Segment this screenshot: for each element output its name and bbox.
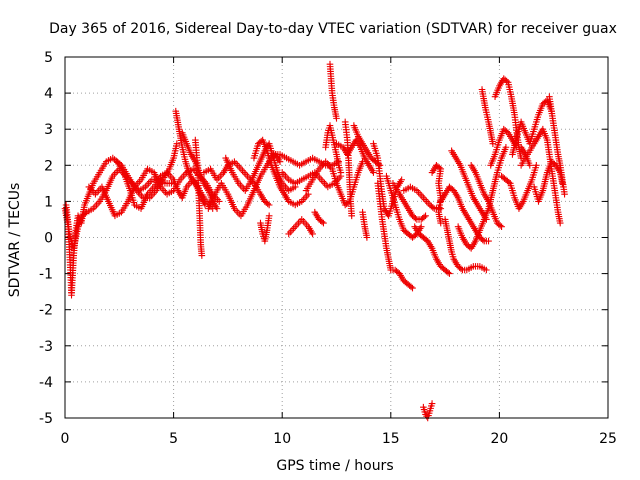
data-point [265,212,273,220]
data-point [370,169,377,176]
data-point [526,162,534,169]
grid [65,57,608,418]
data-point [409,284,416,292]
data-point [428,400,436,407]
data-point [457,265,465,273]
x-tick-label: 5 [169,431,178,447]
data-point [489,140,497,147]
x-axis-label: GPS time / hours [276,458,393,474]
data-point [337,169,345,176]
y-tick-labels: -5 -4 -3 -2 -1 0 1 2 3 4 5 [39,50,53,427]
data-point [320,219,327,227]
y-tick-label: 3 [44,122,53,138]
data-point [407,283,415,291]
y-axis-label: SDTVAR / TECUs [7,183,23,298]
data-point [264,200,272,208]
data-point [483,266,490,274]
plot-frame [64,56,609,419]
y-tick-label: -1 [39,267,53,283]
ticks [64,56,609,419]
data-point [556,219,564,227]
data-point [485,237,492,245]
y-tick-label: 0 [44,231,53,247]
y-tick-label: 4 [44,86,53,102]
data-point [429,204,437,211]
data-point [304,190,312,198]
data-point [446,270,453,277]
data-point [444,269,452,276]
data-point [505,178,513,186]
x-tick-label: 25 [599,431,617,447]
data-point [276,158,284,165]
data-point [561,190,568,198]
y-tick-label: -5 [39,411,53,427]
y-tick-label: 2 [44,158,53,174]
data-point [348,212,356,220]
data-point [333,115,340,122]
x-tick-label: 10 [273,431,291,447]
data-point [502,143,510,151]
data-point [436,164,443,172]
data-point [479,236,487,244]
data-point [363,234,371,241]
x-tick-label: 20 [490,431,508,447]
y-tick-label: 1 [44,194,53,210]
data-point [213,205,221,212]
data-point [498,223,505,230]
data-point [496,222,504,229]
chart-title: Day 365 of 2016, Sidereal Day-to-day VTE… [49,21,617,37]
data-point [533,162,540,169]
data-point [318,218,326,226]
data-point [215,198,223,205]
data-point [437,219,445,227]
x-tick-labels: 0 5 10 15 20 25 [61,431,617,447]
y-tick-label: -2 [39,303,53,319]
y-tick-label: -3 [39,339,53,355]
x-tick-label: 0 [61,431,70,447]
x-tick-label: 15 [382,431,400,447]
data-point [309,230,316,238]
data-point [417,223,425,230]
data-point [198,252,206,259]
data-point [422,212,429,220]
data-point [81,210,89,217]
data-point [412,214,419,222]
data-point [503,77,510,85]
data-point [420,213,428,221]
y-tick-label: 5 [44,50,53,66]
data-point [398,176,405,184]
data-points [61,60,568,422]
data-point [265,201,273,209]
data-point [173,140,181,147]
y-tick-label: -4 [39,375,53,391]
